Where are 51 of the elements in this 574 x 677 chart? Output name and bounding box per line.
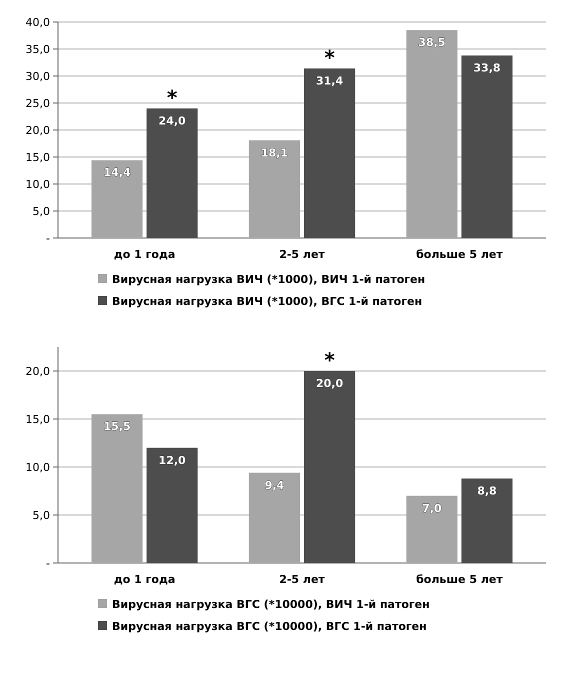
- y-tick-label: 40,0: [26, 16, 50, 29]
- bar: [406, 30, 458, 238]
- bar: [304, 68, 356, 238]
- data-label: 20,0: [316, 377, 344, 390]
- data-label: 14,4: [103, 166, 131, 180]
- y-tick-label: -: [46, 232, 50, 245]
- annotation: *: [324, 348, 336, 372]
- y-tick-label: 35,0: [26, 43, 50, 56]
- legend-label: Вирусная нагрузка ВГС (*10000), ВГС 1-й патоген: [112, 620, 427, 633]
- x-tick-label: до 1 года: [114, 248, 176, 261]
- y-tick-label: 10,0: [26, 461, 50, 474]
- bar: [248, 472, 300, 563]
- legend-label: Вирусная нагрузка ВИЧ (*1000), ВГС 1-й патоген: [112, 295, 422, 308]
- annotation: *: [324, 45, 336, 70]
- y-tick-label: 25,0: [26, 97, 50, 110]
- y-tick-label: -: [46, 557, 50, 570]
- y-tick-label: 15,0: [26, 413, 50, 426]
- bar: [461, 478, 513, 563]
- data-label: 7,0: [422, 502, 442, 515]
- x-tick-label: до 1 года: [114, 573, 176, 586]
- data-label: 15,5: [103, 420, 131, 434]
- legend-label: Вирусная нагрузка ВИЧ (*1000), ВИЧ 1-й патоген: [112, 273, 426, 286]
- bar: [91, 160, 143, 238]
- y-tick-label: 15,0: [26, 151, 50, 164]
- data-label: 24,0: [158, 114, 186, 128]
- y-tick-label: 20,0: [26, 124, 50, 137]
- data-label: 38,5: [418, 36, 446, 50]
- data-label: 9,4: [264, 478, 285, 492]
- data-label: 31,4: [316, 74, 344, 88]
- bar: [406, 496, 458, 563]
- data-label: 8,8: [477, 484, 497, 498]
- data-label: 12,0: [158, 454, 186, 467]
- legend-label: Вирусная нагрузка ВГС (*10000), ВИЧ 1-й патоген: [112, 598, 430, 611]
- annotation: *: [166, 85, 178, 110]
- bar: [146, 108, 198, 238]
- y-tick-label: 30,0: [26, 70, 50, 83]
- y-tick-label: 5,0: [32, 205, 50, 218]
- bar: [146, 448, 198, 563]
- x-tick-label: больше 5 лет: [416, 573, 504, 586]
- y-tick-label: 10,0: [26, 178, 50, 191]
- data-label: 18,1: [260, 146, 288, 160]
- bar: [248, 140, 300, 238]
- y-tick-label: 20,0: [26, 365, 50, 378]
- data-label: 33,8: [473, 61, 501, 74]
- x-tick-label: 2-5 лет: [279, 248, 326, 261]
- x-tick-label: больше 5 лет: [416, 248, 504, 261]
- bar: [304, 371, 356, 563]
- x-tick-label: 2-5 лет: [279, 573, 326, 586]
- bar: [461, 55, 513, 238]
- bar: [91, 414, 143, 563]
- y-tick-label: 5,0: [32, 509, 50, 522]
